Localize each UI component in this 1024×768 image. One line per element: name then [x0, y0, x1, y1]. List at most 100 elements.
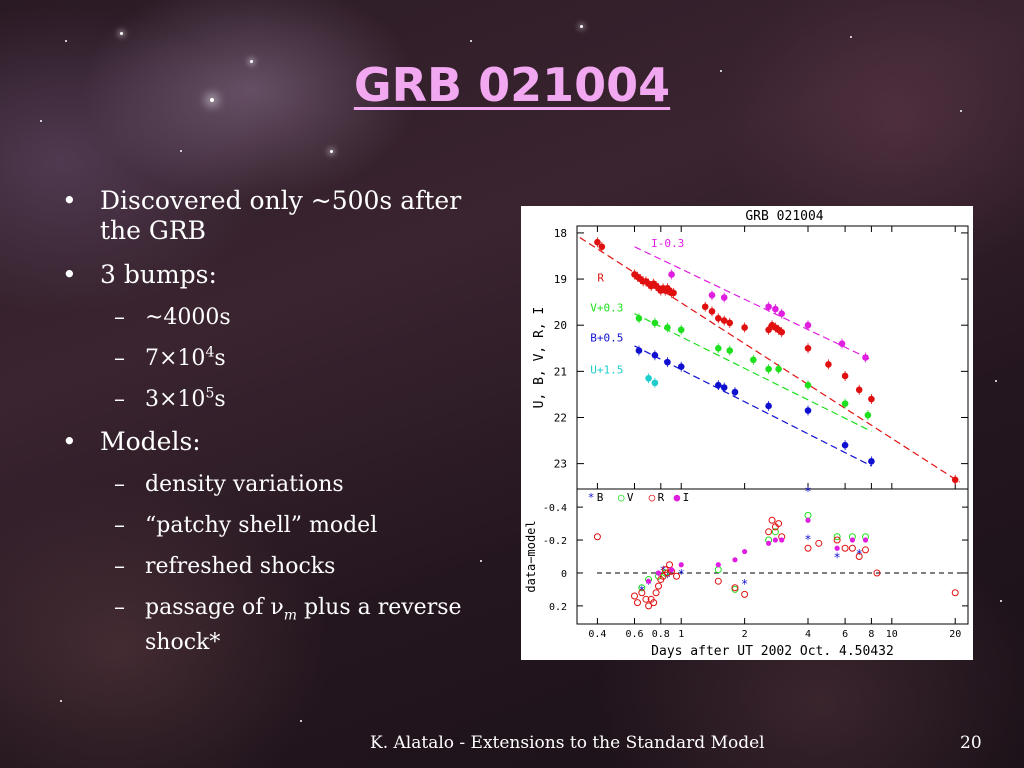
star	[330, 150, 333, 153]
data-point	[638, 584, 646, 592]
x-tick-label: 8	[868, 629, 874, 640]
bullet-item: • 3 bumps:	[62, 260, 482, 290]
data-point	[668, 271, 675, 278]
fit-line	[634, 345, 872, 467]
data-point	[750, 356, 757, 364]
legend-label: I	[683, 491, 690, 504]
data-point	[815, 539, 823, 547]
sub-bullet-dash: –	[114, 305, 125, 330]
data-point	[651, 379, 659, 387]
data-point	[951, 589, 959, 597]
sub-bullet-text: refreshed shocks	[145, 554, 336, 579]
data-point	[841, 441, 849, 449]
data-point	[638, 589, 646, 597]
data-point	[714, 566, 722, 574]
sub-bullet-text: density variations	[145, 472, 344, 497]
legend-label: V	[627, 491, 634, 504]
data-point	[765, 528, 773, 536]
data-point	[645, 602, 653, 610]
data-point	[720, 384, 728, 391]
fit-line	[634, 313, 872, 432]
data-point: *	[804, 485, 811, 499]
x-tick-label: 2	[742, 629, 748, 640]
data-point	[862, 354, 869, 361]
data-point	[645, 374, 652, 382]
data-point	[772, 305, 779, 313]
data-point: *	[664, 570, 671, 584]
data-point	[651, 319, 659, 327]
data-point	[664, 358, 671, 366]
data-point	[951, 476, 959, 484]
sub-bullet-text: “patchy shell” model	[145, 513, 378, 538]
legend-label: B	[597, 491, 604, 504]
star	[120, 32, 123, 35]
y-tick-label: 23	[554, 458, 567, 471]
data-point	[663, 569, 671, 577]
data-point	[772, 537, 778, 543]
data-point	[666, 561, 674, 569]
data-point	[838, 340, 846, 347]
bullet-item: • Discovered only ~500s after the GRB	[62, 186, 482, 246]
bullet-list: • Discovered only ~500s after the GRB • …	[62, 186, 482, 670]
data-point	[765, 326, 772, 334]
data-point	[715, 314, 722, 322]
x-tick-label: 20	[949, 629, 961, 640]
data-point	[593, 533, 601, 541]
y-tick-label: -0.4	[543, 503, 567, 514]
slide-title: GRB 021004	[353, 58, 671, 112]
y-tick-label: 22	[554, 411, 567, 424]
data-point	[708, 291, 716, 299]
data-point	[715, 381, 722, 389]
data-point	[715, 562, 721, 568]
data-point	[670, 289, 677, 297]
sub-bullet-text: 7×104s	[145, 344, 226, 371]
bullet-dot: •	[62, 260, 77, 289]
x-tick-label: 0.8	[652, 629, 670, 640]
legend-symbol: ○	[618, 491, 625, 504]
data-point	[778, 310, 785, 317]
legend-symbol: ●	[674, 491, 681, 504]
data-point	[779, 537, 785, 543]
data-point	[741, 590, 749, 598]
data-point: *	[645, 577, 652, 591]
data-point	[678, 562, 684, 568]
x-tick-label: 0.4	[588, 629, 606, 640]
data-point	[862, 537, 869, 543]
data-point	[855, 386, 863, 394]
sub-bullet-dash: –	[114, 513, 125, 538]
data-point	[659, 572, 667, 580]
data-point	[873, 569, 881, 577]
legend-symbol: ○	[649, 491, 656, 504]
fit-line	[634, 246, 872, 361]
data-point	[804, 321, 812, 329]
data-point	[673, 572, 681, 580]
sub-bullet-dash: –	[114, 472, 125, 497]
data-point	[635, 347, 643, 354]
star	[480, 560, 482, 562]
sub-bullet-text: ~4000s	[145, 305, 231, 330]
x-tick-label: 6	[842, 629, 848, 640]
data-point	[731, 388, 739, 396]
star	[1000, 600, 1002, 602]
x-tick-label: 1	[678, 629, 684, 640]
data-point	[805, 517, 811, 523]
star	[470, 40, 472, 42]
y-tick-label: 19	[554, 273, 567, 286]
data-point	[677, 326, 685, 334]
data-point: *	[741, 577, 748, 591]
y-axis-label: U, B, V, R, I	[532, 307, 547, 409]
data-point	[834, 545, 840, 551]
data-point	[868, 395, 875, 403]
y-tick-label: 0.2	[549, 602, 567, 613]
x-tick-label: 10	[886, 629, 898, 640]
bullet-item: • Models:	[62, 427, 482, 457]
data-point	[715, 344, 722, 352]
data-point	[766, 540, 772, 546]
footer-text: K. Alatalo - Extensions to the Standard …	[370, 733, 765, 753]
data-point	[714, 577, 722, 585]
star	[995, 380, 997, 382]
data-point	[765, 303, 772, 311]
star	[65, 40, 67, 42]
y-tick-label: 18	[554, 227, 567, 240]
